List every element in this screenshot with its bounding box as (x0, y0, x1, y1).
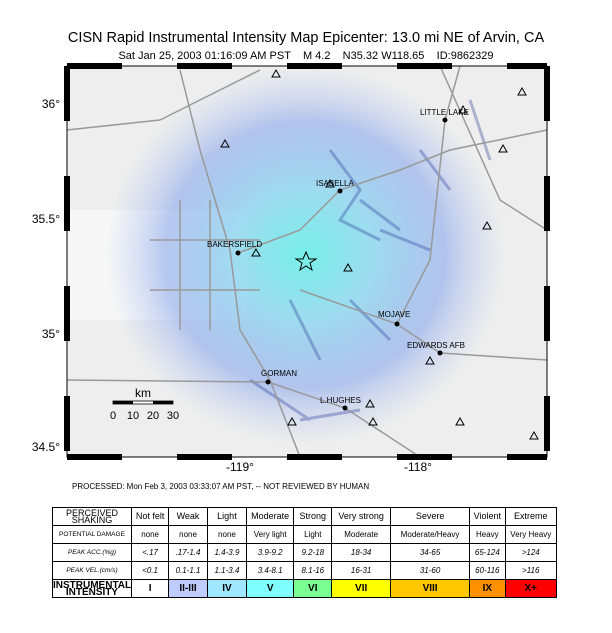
legend-cell: Moderate (331, 525, 392, 544)
legend-cell: >124 (504, 543, 557, 562)
legend-cell: none (130, 525, 170, 544)
legend-cell: IX (469, 579, 506, 598)
legend-cell: 3.4-8.1 (246, 561, 295, 580)
legend-cell: Heavy (469, 525, 506, 544)
legend-cell: 1.1-3.4 (206, 561, 248, 580)
subtitle: Sat Jan 25, 2003 01:16:09 AM PST M 4.2 N… (118, 50, 493, 62)
legend-cell: Very light (246, 525, 295, 544)
legend-cell: <0.1 (130, 561, 170, 580)
legend-cell: Moderate (246, 507, 295, 526)
legend-cell: 31-60 (390, 561, 471, 580)
legend-cell: 65-124 (469, 543, 506, 562)
legend-cell: II-III (168, 579, 208, 598)
legend-cell: Violent (469, 507, 506, 526)
processed-note: PROCESSED: Mon Feb 3, 2003 03:33:07 AM P… (72, 482, 369, 491)
place-label: GORMAN (261, 369, 297, 378)
lon-label: -119° (226, 460, 254, 474)
legend-cell: I (130, 579, 170, 598)
legend-cell: VI (293, 579, 333, 598)
legend-row: POTENTIAL DAMAGE none none none Very light Li… (52, 525, 557, 544)
lat-label: 35.5° (32, 212, 60, 226)
legend-cell: 3.9-9.2 (246, 543, 295, 562)
legend-row: PEAK ACC.(%g) <.17.17-1.4 1.4-3.9 3.9-9.2 9.… (52, 543, 557, 562)
legend-cell: 18-34 (331, 543, 392, 562)
lon-label: -118° (404, 460, 432, 474)
legend-cell: Moderate/Heavy (390, 525, 471, 544)
city-dots (235, 117, 448, 411)
scale-tick: 0 (110, 410, 116, 422)
place-label: MOJAVE (378, 310, 410, 319)
legend-cell: Strong (293, 507, 333, 526)
map-frame (64, 63, 550, 460)
legend-cell: 60-116 (469, 561, 506, 580)
row-label: PERCEIVED SHAKING (52, 507, 132, 526)
legend-cell: Very strong (331, 507, 392, 526)
legend-cell: none (168, 525, 208, 544)
place-label: ISABELLA (316, 179, 354, 188)
legend-cell: 9.2-18 (293, 543, 333, 562)
legend-row: PERCEIVED SHAKING Not felt Weak Light Modera… (52, 507, 557, 526)
legend-cell: 8.1-16 (293, 561, 333, 580)
legend-cell: 34-65 (390, 543, 471, 562)
lat-label: 36° (42, 97, 60, 111)
legend-cell: 16-31 (331, 561, 392, 580)
row-label: PEAK VEL.(cm/s) (52, 561, 132, 580)
scale-bar: km 0 10 20 30 (110, 386, 179, 422)
place-label: BAKERSFIELD (207, 240, 262, 249)
legend-cell: Light (293, 525, 333, 544)
lat-label: 35° (42, 327, 60, 341)
legend-cell: 0.1-1.1 (168, 561, 208, 580)
legend-cell: Not felt (130, 507, 170, 526)
legend-row: PEAK VEL.(cm/s) <0.1 0.1-1.1 1.1-3.4 3.4-8.1… (52, 561, 557, 580)
scale-tick: 30 (167, 410, 179, 422)
legend-cell: VII (331, 579, 392, 598)
row-label: POTENTIAL DAMAGE (52, 525, 132, 544)
legend-cell: Extreme (504, 507, 557, 526)
place-label: LITTLE LAKE (420, 108, 469, 117)
lat-label: 34.5° (32, 440, 60, 454)
map-figure: CISN Rapid Instrumental Intensity Map Ep… (32, 30, 550, 491)
legend-cell: V (246, 579, 295, 598)
intensity-legend: PERCEIVED SHAKING Not felt Weak Light Modera… (52, 507, 557, 598)
legend-cell: Light (206, 507, 248, 526)
map-area: LITTLE LAKE ISABELLA BAKERSFIELD MOJAVE … (67, 66, 547, 457)
row-label: PEAK ACC.(%g) (52, 543, 132, 562)
legend-cell: none (206, 525, 248, 544)
axis-labels: 36° 35.5° 35° 34.5° -119° -118° (32, 97, 432, 474)
title: CISN Rapid Instrumental Intensity Map Ep… (68, 30, 545, 46)
legend-cell: VIII (390, 579, 471, 598)
place-label: L.HUGHES (320, 396, 361, 405)
place-labels: LITTLE LAKE ISABELLA BAKERSFIELD MOJAVE … (207, 108, 469, 405)
legend-cell: .17-1.4 (168, 543, 208, 562)
legend-cell: Weak (168, 507, 208, 526)
legend-cell: X+ (504, 579, 557, 598)
epicenter-star (294, 250, 318, 272)
legend-cell: >116 (504, 561, 557, 580)
legend-cell: <.17 (130, 543, 170, 562)
stations (220, 68, 539, 440)
legend-cell: 1.4-3.9 (206, 543, 248, 562)
scale-tick: 10 (127, 410, 139, 422)
place-label: EDWARDS AFB (407, 341, 465, 350)
legend-cell: Severe (390, 507, 471, 526)
row-label: INSTRUMENTAL INTENSITY (52, 579, 132, 598)
legend-cell: IV (206, 579, 248, 598)
scale-tick: 20 (147, 410, 159, 422)
scale-unit: km (135, 386, 151, 400)
legend-cell: Very Heavy (504, 525, 557, 544)
legend-row: INSTRUMENTAL INTENSITY I II-III IV V VI VII VII… (52, 579, 557, 598)
terrain-shading (249, 99, 492, 422)
